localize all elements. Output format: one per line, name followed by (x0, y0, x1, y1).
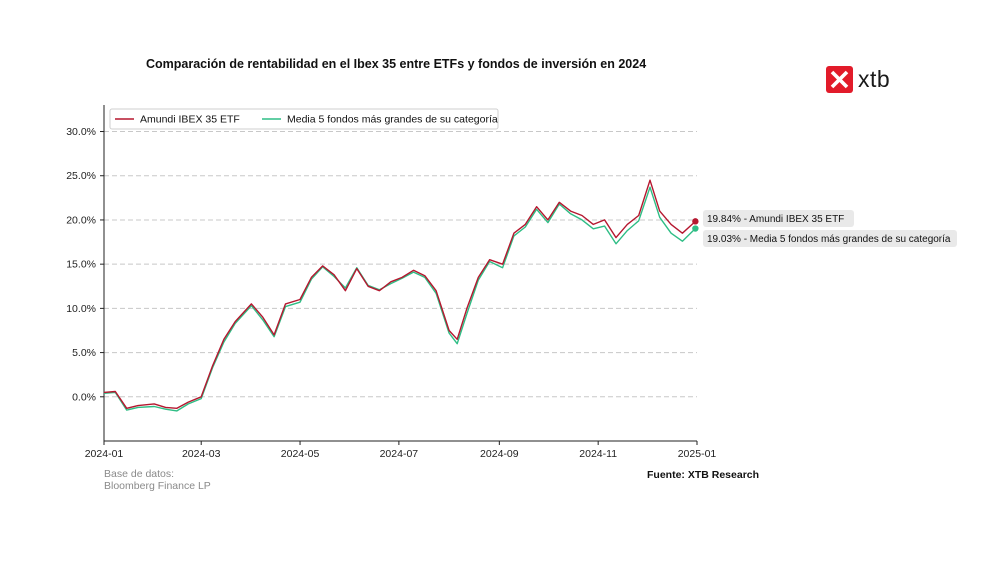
xtb-logo-text: xtb (858, 65, 891, 92)
x-tick-label: 2024-09 (480, 448, 519, 460)
legend-label: Amundi IBEX 35 ETF (140, 114, 240, 126)
x-tick-label: 2024-01 (85, 448, 124, 460)
y-tick-label: 25.0% (66, 170, 96, 182)
series-lines (103, 179, 699, 412)
y-tick-label: 30.0% (66, 126, 96, 138)
source-credit: Fuente: XTB Research (647, 469, 760, 481)
xtb-logo-icon (826, 65, 853, 93)
legend: Amundi IBEX 35 ETF Media 5 fondos más gra… (109, 108, 499, 130)
legend-label: Media 5 fondos más grandes de su categor… (287, 114, 498, 126)
x-tick-label: 2025-01 (678, 448, 717, 460)
end-label-text: 19.84% - Amundi IBEX 35 ETF (707, 214, 844, 225)
x-tick-label: 2024-03 (182, 448, 221, 460)
x-tick-label: 2024-11 (579, 448, 617, 460)
axes: 0.0% 5.0% 10.0% 15.0% 20.0% 25.0% 30.0% 2024-01… (66, 105, 716, 460)
end-label-text: 19.03% - Media 5 fondos más grandes de s… (707, 234, 951, 245)
y-tick-label: 10.0% (66, 303, 96, 315)
chart-title: Comparación de rentabilidad en el Ibex 3… (146, 57, 647, 71)
y-tick-label: 20.0% (66, 214, 96, 226)
y-tick-label: 15.0% (66, 259, 96, 271)
end-label-box (703, 210, 854, 227)
data-source-line1: Base de datos: (104, 468, 175, 480)
y-tick-label: 5.0% (72, 347, 96, 359)
series-line-amundi-etf (103, 179, 696, 409)
end-labels: 19.84% - Amundi IBEX 35 ETF 19.03% - Medi… (703, 210, 957, 247)
series-end-point (692, 218, 699, 225)
series-end-point (692, 225, 699, 232)
legend-box (109, 108, 499, 130)
x-tick-label: 2024-05 (281, 448, 320, 460)
xtb-logo: xtb (826, 64, 890, 94)
grid-lines (104, 131, 697, 398)
data-source: Base de datos: Bloomberg Finance LP (104, 468, 211, 492)
data-source-line2: Bloomberg Finance LP (104, 480, 211, 492)
x-tick-label: 2024-07 (380, 448, 419, 460)
series-line-media-fondos (103, 186, 696, 412)
y-tick-label: 0.0% (72, 391, 96, 403)
end-label-box (703, 230, 957, 247)
